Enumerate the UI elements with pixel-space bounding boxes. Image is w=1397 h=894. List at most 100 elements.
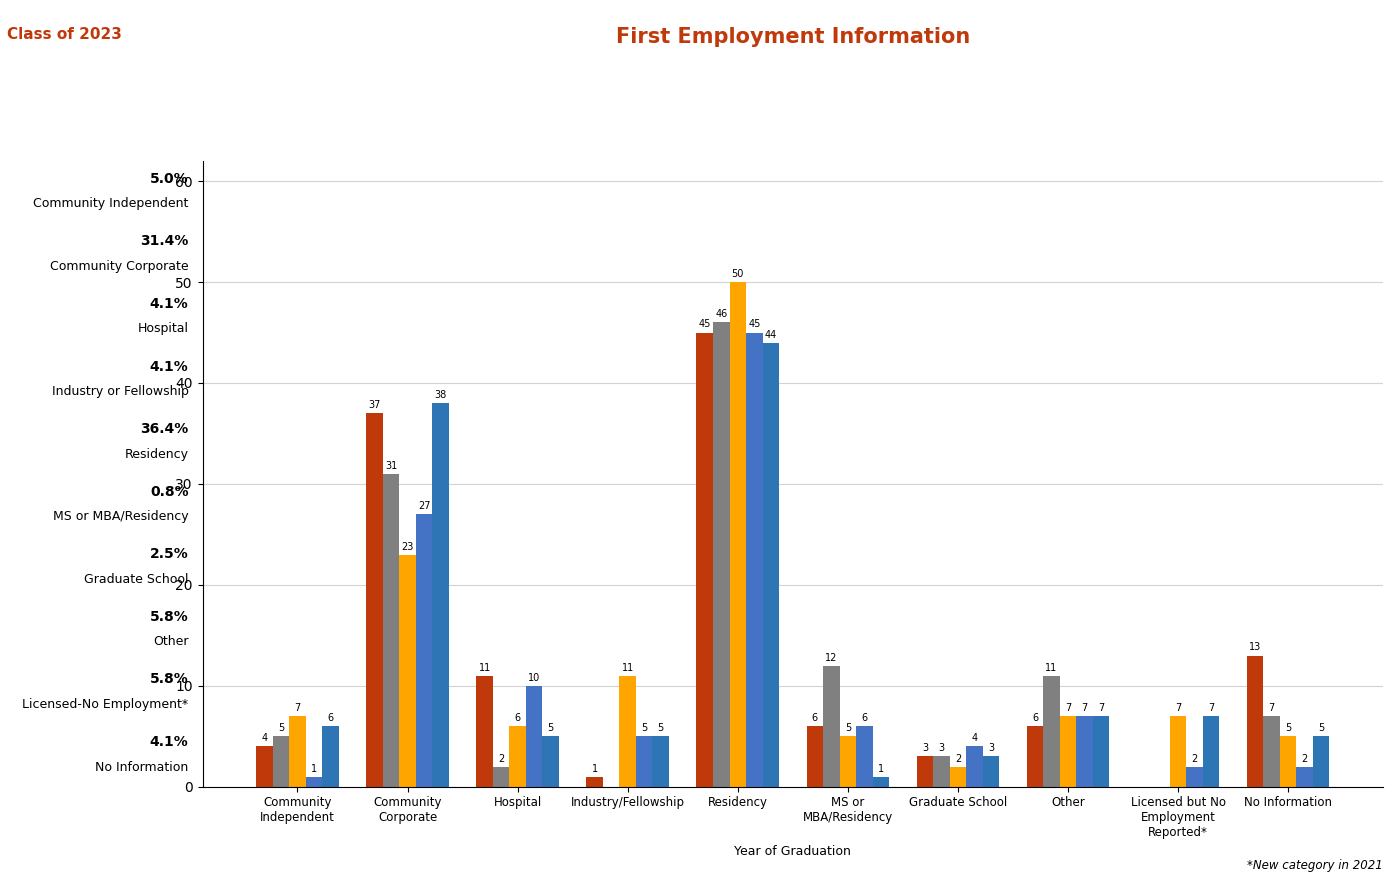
Bar (840, 737, 856, 787)
Text: 1: 1 (591, 763, 598, 773)
Bar (619, 676, 636, 787)
Bar (510, 726, 525, 787)
Bar (823, 666, 840, 787)
Text: MS or MBA/Residency: MS or MBA/Residency (53, 510, 189, 523)
Text: 23: 23 (401, 542, 414, 552)
Text: 6: 6 (1032, 713, 1038, 723)
Text: 5.0%: 5.0% (149, 172, 189, 186)
Text: *New category in 2021: *New category in 2021 (1248, 858, 1383, 872)
Bar (542, 737, 559, 787)
Text: Licensed-No Employment*: Licensed-No Employment* (22, 698, 189, 711)
Text: 4.1%: 4.1% (149, 735, 189, 749)
Bar (493, 766, 510, 787)
Bar (933, 756, 950, 787)
Text: 6: 6 (862, 713, 868, 723)
X-axis label: Year of Graduation: Year of Graduation (735, 845, 851, 858)
Text: 4.1%: 4.1% (149, 359, 189, 374)
Text: 7: 7 (295, 703, 300, 713)
Bar (1280, 737, 1296, 787)
Bar (272, 737, 289, 787)
Bar (1060, 716, 1076, 787)
Text: Class of 2023: Class of 2023 (7, 27, 122, 42)
Bar (587, 777, 604, 787)
Bar (856, 726, 873, 787)
Bar (1169, 716, 1186, 787)
Text: 5: 5 (1317, 723, 1324, 733)
Text: 11: 11 (479, 662, 490, 672)
Text: 36.4%: 36.4% (140, 422, 189, 436)
Text: 6: 6 (514, 713, 521, 723)
Text: No Information: No Information (95, 761, 189, 773)
Text: 5: 5 (845, 723, 851, 733)
Bar (763, 342, 780, 787)
Bar (323, 726, 338, 787)
Text: 1: 1 (877, 763, 884, 773)
Text: 5: 5 (658, 723, 664, 733)
Text: Community Corporate: Community Corporate (50, 260, 189, 273)
Text: 3: 3 (939, 744, 944, 754)
Text: 2: 2 (1302, 754, 1308, 763)
Bar (806, 726, 823, 787)
Bar (636, 737, 652, 787)
Text: Community Independent: Community Independent (34, 198, 189, 210)
Text: Other: Other (154, 636, 189, 648)
Text: 3: 3 (988, 744, 995, 754)
Text: 44: 44 (764, 330, 777, 340)
Bar (383, 474, 400, 787)
Bar (697, 333, 712, 787)
Text: 2: 2 (1192, 754, 1197, 763)
Text: 11: 11 (622, 662, 634, 672)
Text: 7: 7 (1268, 703, 1274, 713)
Text: Graduate School: Graduate School (84, 573, 189, 586)
Bar (1027, 726, 1044, 787)
Text: 13: 13 (1249, 643, 1261, 653)
Text: 1: 1 (312, 763, 317, 773)
Bar (1263, 716, 1280, 787)
Text: 5: 5 (641, 723, 647, 733)
Text: 6: 6 (327, 713, 334, 723)
Text: 5: 5 (278, 723, 284, 733)
Bar (1203, 716, 1220, 787)
Bar (1076, 716, 1092, 787)
Bar (416, 514, 432, 787)
Text: 5.8%: 5.8% (149, 610, 189, 624)
Bar (432, 403, 448, 787)
Bar (525, 686, 542, 787)
Text: Industry or Fellowship: Industry or Fellowship (52, 385, 189, 398)
Text: 46: 46 (715, 309, 728, 319)
Bar (366, 413, 383, 787)
Bar (400, 554, 416, 787)
Bar (729, 282, 746, 787)
Text: 31.4%: 31.4% (140, 234, 189, 249)
Text: 7: 7 (1065, 703, 1071, 713)
Bar (306, 777, 323, 787)
Text: 4: 4 (971, 733, 978, 743)
Text: 0.8%: 0.8% (149, 485, 189, 499)
Bar (1044, 676, 1060, 787)
Text: 4.1%: 4.1% (149, 297, 189, 311)
Bar (746, 333, 763, 787)
Text: 7: 7 (1175, 703, 1180, 713)
Text: 5: 5 (1285, 723, 1291, 733)
Bar (1092, 716, 1109, 787)
Text: 45: 45 (698, 319, 711, 330)
Text: 3: 3 (922, 744, 928, 754)
Text: 10: 10 (528, 673, 541, 683)
Text: 5: 5 (548, 723, 553, 733)
Bar (916, 756, 933, 787)
Bar (712, 323, 729, 787)
Bar (873, 777, 888, 787)
Text: 11: 11 (1045, 662, 1058, 672)
Bar (982, 756, 999, 787)
Bar (1246, 655, 1263, 787)
Text: 2: 2 (497, 754, 504, 763)
Bar (1186, 766, 1203, 787)
Text: 5.8%: 5.8% (149, 672, 189, 687)
Text: 7: 7 (1081, 703, 1088, 713)
Bar (967, 746, 982, 787)
Text: 6: 6 (812, 713, 817, 723)
Bar (256, 746, 272, 787)
Text: 38: 38 (434, 390, 447, 401)
Text: 7: 7 (1208, 703, 1214, 713)
Bar (1313, 737, 1330, 787)
